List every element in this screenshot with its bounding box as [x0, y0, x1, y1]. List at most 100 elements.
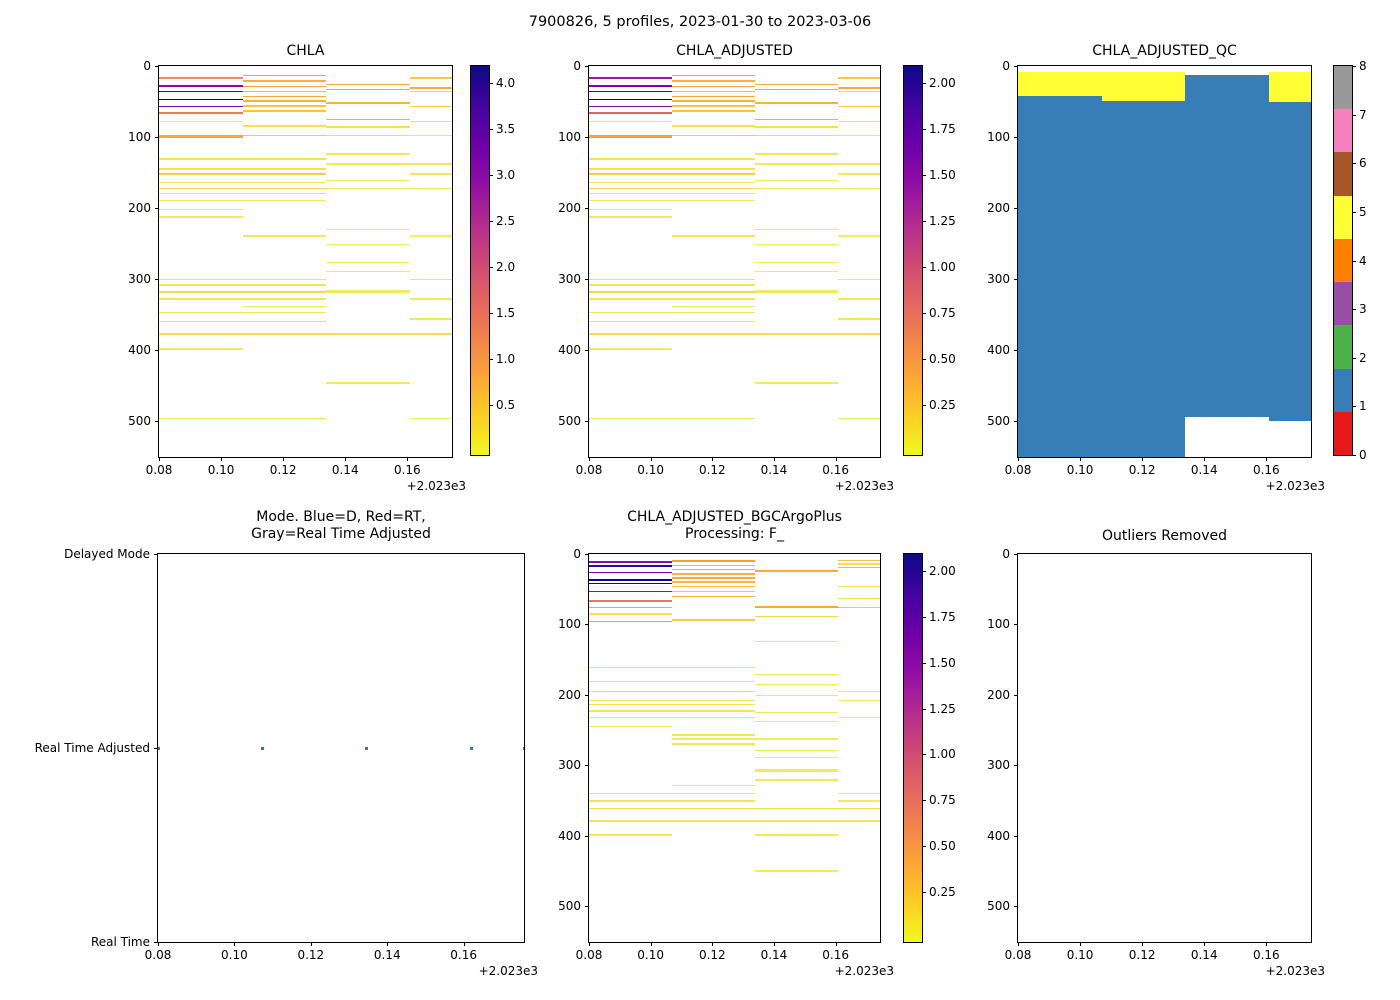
colorbar-tick-mark	[489, 358, 493, 360]
colorbar-tick-label: 2.0	[496, 259, 516, 274]
mode-dot	[522, 746, 524, 750]
profile-line	[838, 90, 880, 93]
profile-line	[159, 105, 243, 108]
profile-line	[755, 834, 839, 836]
y-tick-label: 400	[558, 343, 581, 358]
profile-line	[326, 187, 411, 190]
profile-line	[159, 192, 327, 195]
profile-line	[242, 105, 327, 107]
profile-line	[326, 134, 411, 137]
y-tick-label: 500	[558, 899, 581, 914]
colorbar-tick-mark	[922, 312, 926, 314]
profile-line	[755, 153, 839, 155]
profile-line	[410, 417, 452, 420]
x-tick-label: 0.14	[1190, 463, 1218, 477]
x-axis-offset-label: +2.023e3	[406, 479, 466, 493]
profile-line	[159, 216, 243, 218]
x-tick-mark	[712, 457, 714, 461]
profile-line	[589, 311, 756, 314]
colorbar-tick-mark	[922, 175, 926, 177]
profile-line	[838, 77, 880, 79]
y-tick-mark	[1014, 765, 1018, 767]
profile-line	[159, 187, 327, 190]
profile-line	[326, 88, 411, 91]
x-tick-mark	[835, 457, 837, 461]
qc-region	[1101, 71, 1186, 101]
profile-line	[159, 77, 243, 79]
profile-line	[159, 291, 327, 293]
profile-line	[159, 311, 327, 314]
profile-line	[159, 98, 243, 101]
x-tick-label: 0.16	[393, 463, 421, 477]
profile-line	[589, 690, 756, 693]
colorbar-qc: 8 7 6 5 4 3 2 1 0	[1333, 59, 1367, 462]
y-tick-mark	[585, 554, 589, 555]
x-tick-mark	[712, 942, 714, 946]
profile-line	[589, 613, 672, 615]
profile-line	[159, 298, 327, 300]
qc-colorbar-segment	[1334, 238, 1352, 283]
x-tick-mark	[1142, 457, 1144, 461]
profile-line	[589, 105, 672, 108]
x-tick-label: 0.08	[1004, 463, 1032, 477]
profile-line	[326, 243, 411, 246]
y-tick-label: 200	[558, 687, 581, 702]
profile-line	[589, 85, 672, 87]
colorbar-tick-label: 0.25	[929, 397, 956, 412]
colorbar-tick-mark	[1352, 455, 1356, 456]
profile-line	[159, 181, 327, 184]
colorbar-tick-label: 5	[1359, 204, 1367, 219]
profile-line	[410, 235, 452, 237]
profile-line	[242, 95, 327, 98]
y-tick-label: 300	[558, 758, 581, 773]
y-tick-label: 400	[987, 343, 1010, 358]
plot-canvas-chla	[159, 66, 452, 457]
profile-line	[159, 199, 327, 202]
profile-line	[589, 173, 756, 175]
figure-suptitle: 7900826, 5 profiles, 2023-01-30 to 2023-…	[528, 14, 872, 30]
colorbar-tick-label: 0.75	[929, 305, 956, 320]
mode-dot	[260, 746, 264, 750]
y-tick-mark	[585, 208, 589, 210]
qc-region	[1018, 71, 1102, 96]
profile-line	[838, 699, 880, 702]
y-tick-label: 100	[987, 617, 1010, 632]
y-tick-mark	[1014, 137, 1018, 139]
profile-line	[838, 792, 880, 795]
profile-line	[410, 105, 452, 108]
profile-line	[589, 120, 672, 123]
profile-line	[671, 585, 756, 588]
profile-line	[589, 77, 672, 79]
colorbar-tick-mark	[1352, 163, 1356, 165]
profile-line	[755, 187, 839, 190]
y-tick-mark	[585, 279, 589, 281]
profile-line	[755, 243, 839, 246]
y-tick-label: 0	[573, 59, 581, 73]
y-tick-label: 200	[987, 201, 1010, 216]
colorbar-tick-mark	[922, 83, 926, 85]
profile-line	[838, 800, 880, 802]
profile-line	[242, 100, 327, 102]
profile-line	[671, 743, 756, 745]
plot-canvas-out	[1018, 554, 1311, 942]
colorbar-tick-mark	[922, 708, 926, 710]
y-tick-mark	[155, 66, 159, 67]
profile-line	[755, 261, 839, 263]
x-tick-label: 0.12	[698, 463, 726, 477]
colorbar-tick-label: 0	[1359, 448, 1367, 462]
colorbar-tick-mark	[922, 358, 926, 360]
profile-line	[159, 120, 243, 123]
profile-line	[755, 126, 839, 128]
colorbar-tick-label: 1.25	[929, 701, 956, 716]
profile-line	[671, 595, 756, 598]
profile-line	[589, 561, 672, 563]
profile-line	[671, 105, 756, 107]
profile-line	[755, 779, 839, 781]
profile-line	[159, 333, 452, 335]
profile-line	[589, 187, 756, 190]
profile-line	[159, 168, 327, 170]
colorbar-tick-mark	[489, 312, 493, 314]
profile-line	[589, 807, 880, 809]
x-tick-label: 0.14	[760, 948, 788, 962]
profile-line	[326, 118, 411, 121]
